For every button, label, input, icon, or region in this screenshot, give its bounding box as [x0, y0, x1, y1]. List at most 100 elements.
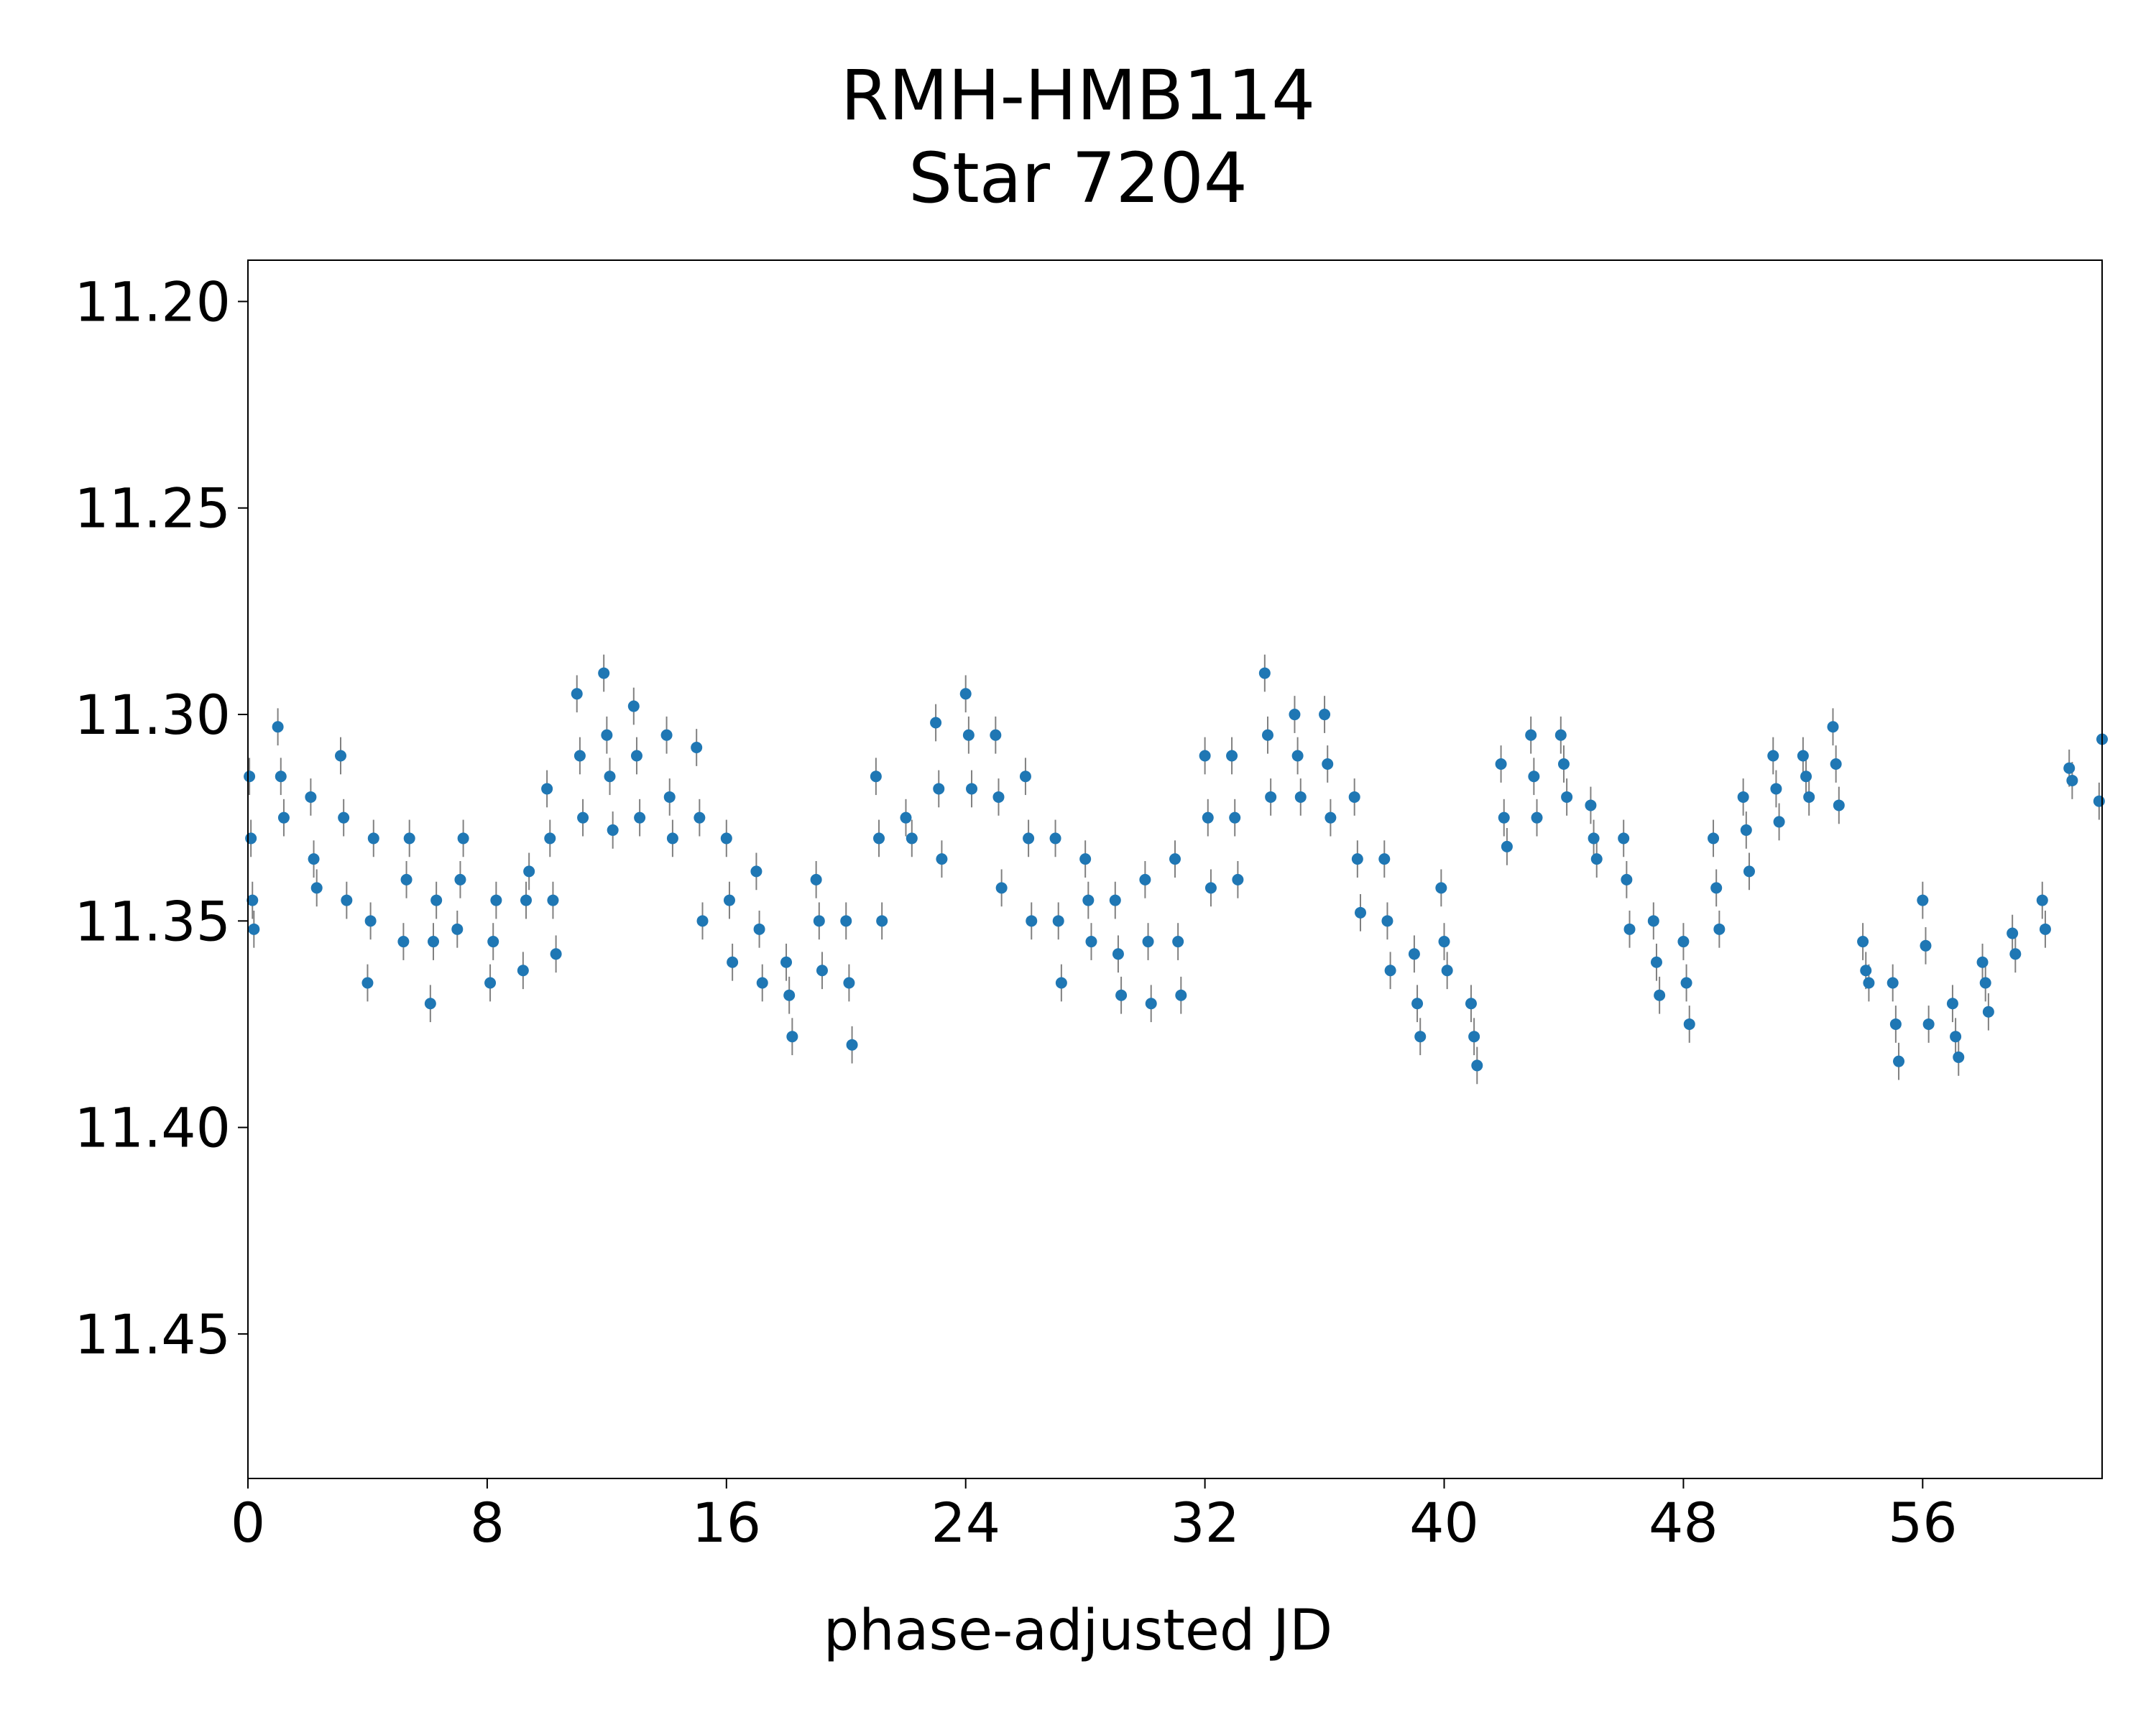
data-point — [361, 977, 374, 989]
data-point — [663, 791, 676, 803]
data-point — [1322, 758, 1334, 770]
data-point — [840, 915, 852, 927]
x-tick-label: 8 — [470, 1491, 505, 1555]
data-point — [1557, 758, 1570, 770]
data-point — [1623, 923, 1636, 935]
y-tick-label: 11.45 — [74, 1302, 231, 1366]
data-point — [1381, 915, 1393, 927]
data-point — [816, 965, 828, 977]
data-point — [1585, 799, 1597, 811]
data-point — [520, 894, 532, 906]
data-point — [248, 923, 260, 935]
y-tick-label: 11.25 — [74, 477, 231, 540]
data-point — [310, 882, 323, 894]
data-point — [1175, 989, 1187, 1001]
data-point — [400, 873, 413, 886]
data-point — [813, 915, 825, 927]
data-point — [1435, 882, 1447, 894]
data-point — [490, 894, 502, 906]
data-point — [1528, 770, 1540, 783]
x-tick-label: 32 — [1170, 1491, 1240, 1555]
data-point — [1743, 865, 1755, 878]
data-point — [2093, 795, 2105, 807]
data-point — [272, 721, 284, 733]
x-tick-label: 0 — [231, 1491, 265, 1555]
data-point — [1411, 998, 1424, 1010]
data-point — [2007, 927, 2019, 939]
data-point — [630, 750, 642, 762]
data-point — [780, 956, 793, 968]
data-point — [1767, 750, 1779, 762]
data-point — [1525, 729, 1537, 741]
data-point — [1115, 989, 1128, 1001]
x-tick-label: 40 — [1409, 1491, 1479, 1555]
data-point — [428, 936, 439, 948]
x-axis-label: phase-adjusted JD — [823, 1598, 1333, 1663]
data-point — [900, 811, 912, 824]
data-point — [1561, 791, 1573, 803]
data-point — [846, 1039, 858, 1051]
data-point — [544, 832, 556, 845]
data-point — [1441, 965, 1453, 977]
data-point — [484, 977, 497, 989]
data-point — [573, 750, 586, 762]
data-point — [247, 894, 259, 906]
data-point — [1501, 840, 1513, 852]
data-point — [995, 882, 1008, 894]
data-point — [577, 811, 589, 824]
data-point — [1079, 853, 1092, 865]
data-point — [783, 989, 796, 1001]
data-point — [1291, 750, 1304, 762]
data-point — [1355, 906, 1366, 919]
data-point — [541, 783, 553, 795]
data-point — [966, 783, 978, 795]
data-point — [1830, 758, 1842, 770]
data-point — [1647, 915, 1659, 927]
data-point — [1378, 853, 1391, 865]
data-point — [1677, 936, 1690, 948]
data-point — [1773, 816, 1785, 828]
data-point — [873, 832, 885, 845]
data-point — [1953, 1051, 1965, 1063]
data-point — [451, 923, 464, 935]
data-point — [691, 742, 703, 753]
data-point — [604, 770, 616, 783]
data-point — [936, 853, 948, 865]
data-point — [1202, 811, 1214, 824]
chart-title: RMH-HMB114 — [840, 55, 1316, 136]
data-point — [341, 894, 353, 906]
data-point — [1590, 853, 1603, 865]
data-point — [2039, 923, 2051, 935]
data-point — [843, 977, 855, 989]
data-point — [1085, 936, 1097, 948]
data-point — [1019, 770, 1031, 783]
data-point — [2066, 774, 2078, 786]
data-point — [1232, 873, 1244, 886]
data-point — [1112, 948, 1124, 960]
data-point — [810, 873, 822, 886]
data-point — [1893, 1055, 1905, 1067]
data-point — [1026, 915, 1038, 927]
data-point — [1683, 1018, 1695, 1030]
chart-subtitle: Star 7204 — [908, 138, 1248, 218]
data-point — [756, 977, 768, 989]
data-point — [876, 915, 888, 927]
data-point — [1770, 783, 1782, 795]
data-point — [1710, 882, 1723, 894]
data-point — [245, 832, 257, 845]
data-point — [367, 832, 379, 845]
data-point — [2009, 948, 2022, 960]
data-point — [1621, 873, 1633, 886]
data-point — [1680, 977, 1692, 989]
data-point — [1142, 936, 1154, 948]
data-point — [627, 700, 640, 712]
data-point — [962, 729, 975, 741]
data-point — [1023, 832, 1035, 845]
data-point — [454, 873, 466, 886]
data-point — [1145, 998, 1157, 1010]
data-point — [1920, 939, 1932, 952]
data-point — [1713, 923, 1726, 935]
data-point — [786, 1031, 798, 1043]
x-tick-label: 24 — [931, 1491, 1000, 1555]
data-point — [1351, 853, 1363, 865]
